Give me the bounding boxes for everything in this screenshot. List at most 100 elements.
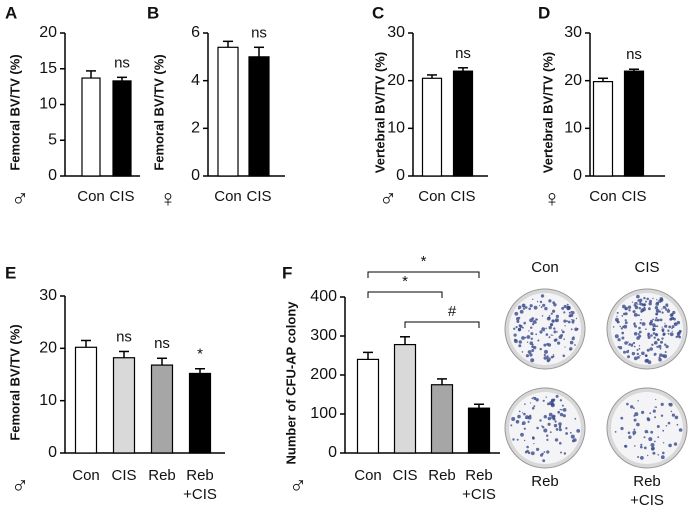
y-tick-label: 30 <box>387 24 405 41</box>
colony <box>650 319 653 323</box>
colony <box>657 311 659 313</box>
colony <box>640 310 643 313</box>
colony <box>542 459 546 463</box>
colony <box>548 299 552 303</box>
colony <box>521 336 525 340</box>
colony <box>625 307 627 309</box>
colony <box>665 425 668 427</box>
colony <box>639 300 642 304</box>
colony <box>571 319 573 321</box>
colony <box>552 354 555 356</box>
colony <box>516 420 518 422</box>
colony <box>523 439 526 442</box>
colony <box>569 313 574 317</box>
colony <box>517 414 521 419</box>
colony <box>633 332 638 336</box>
colony <box>633 345 636 348</box>
y-tick-label: 20 <box>39 24 57 41</box>
colony <box>525 354 530 358</box>
colony <box>535 398 539 402</box>
colony <box>631 343 634 345</box>
colony <box>541 425 543 427</box>
colony <box>542 426 545 429</box>
y-tick-label: 300 <box>310 327 337 344</box>
colony <box>638 345 641 347</box>
x-tick-label: Reb +CIS <box>462 467 496 503</box>
colony <box>532 396 535 398</box>
colony <box>571 320 575 324</box>
colony <box>637 333 640 335</box>
colony <box>664 351 667 353</box>
bar <box>623 70 645 177</box>
colony <box>640 319 642 321</box>
colony <box>631 301 634 303</box>
colony <box>675 335 678 339</box>
colony <box>678 329 682 333</box>
y-tick-label: 20 <box>564 72 582 89</box>
colony <box>661 311 664 314</box>
y-tick-label: 0 <box>48 444 57 461</box>
colony <box>621 331 624 335</box>
colony <box>540 453 543 457</box>
significance-label: ns <box>626 46 642 63</box>
colony <box>527 415 532 420</box>
colony <box>559 412 564 417</box>
colony <box>564 346 566 348</box>
colony <box>525 417 527 420</box>
bar <box>393 343 417 454</box>
colony <box>562 408 567 412</box>
colony <box>662 451 665 455</box>
y-tick-label: 10 <box>387 120 405 137</box>
colony <box>662 429 665 432</box>
colony <box>624 341 628 345</box>
colony <box>530 337 533 340</box>
colony <box>540 306 543 309</box>
colony <box>539 300 543 304</box>
colony <box>643 446 647 450</box>
colony <box>570 434 575 439</box>
colony <box>541 315 544 317</box>
colony <box>574 417 577 420</box>
bar <box>248 56 270 177</box>
colony <box>518 410 521 413</box>
colony <box>656 301 659 305</box>
colony <box>548 325 552 330</box>
colony <box>643 306 646 309</box>
colony <box>535 322 537 324</box>
colony <box>636 336 640 340</box>
x-tick-label: CIS <box>109 188 134 205</box>
colony <box>547 343 552 347</box>
colony <box>637 400 639 402</box>
colony <box>676 320 681 325</box>
panel-letter: F <box>282 263 292 282</box>
plate-label: CIS <box>634 259 659 276</box>
colony <box>532 323 535 326</box>
colony <box>660 340 663 344</box>
colony <box>516 320 520 323</box>
colony <box>557 410 561 414</box>
colony <box>526 341 529 343</box>
plate-label: Con <box>531 259 559 276</box>
colony <box>669 332 674 337</box>
colony <box>563 304 567 309</box>
y-axis-label: Femoral BV/TV (%) <box>7 324 22 440</box>
colony <box>561 404 564 407</box>
colony <box>543 330 545 332</box>
colony <box>647 360 652 365</box>
y-tick-label: 6 <box>191 24 200 41</box>
colony <box>552 417 556 421</box>
colony <box>523 305 525 308</box>
colony <box>662 442 665 444</box>
colony <box>654 306 659 310</box>
colony <box>649 299 652 303</box>
colony <box>523 412 526 416</box>
colony <box>524 450 528 454</box>
bar <box>112 80 132 177</box>
y-axis-label: Femoral BV/TV (%) <box>7 54 22 170</box>
colony <box>659 347 662 350</box>
colony <box>671 325 675 329</box>
colony <box>649 347 653 351</box>
colony <box>554 438 559 442</box>
colony <box>647 418 651 422</box>
panel-letter: E <box>5 263 16 282</box>
